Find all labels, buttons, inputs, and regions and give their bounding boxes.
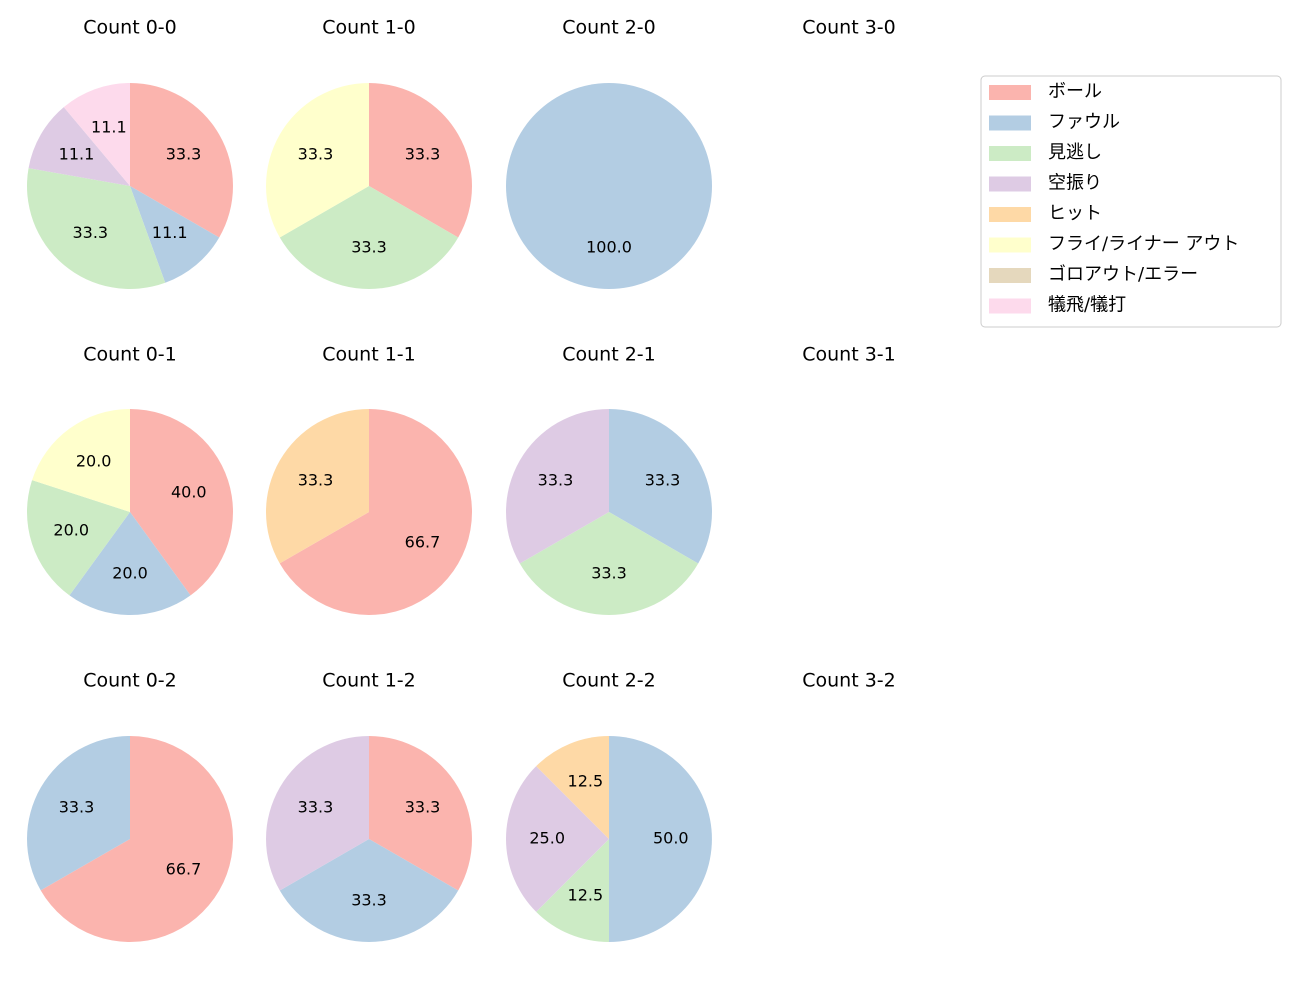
pie-slice [130, 83, 233, 238]
value-label: 66.7 [405, 532, 441, 551]
legend-swatch [989, 85, 1031, 100]
value-label: 25.0 [529, 829, 565, 848]
legend-text: ゴロアウト/エラー [1048, 264, 1198, 285]
value-label: 11.1 [91, 117, 127, 136]
value-label: 33.3 [298, 471, 334, 490]
chart-title: Count 0-1 [83, 344, 177, 366]
value-label: 20.0 [53, 521, 89, 540]
chart-title: Count 2-2 [562, 670, 656, 692]
pie-slice [69, 512, 191, 615]
pie-slice [536, 839, 609, 942]
value-label: 33.3 [72, 223, 108, 242]
legend-swatch [989, 207, 1031, 222]
legend-swatch [989, 115, 1031, 131]
pie-slice [266, 83, 369, 238]
legend-text: 見逃し [1048, 142, 1102, 163]
pie-slice [369, 736, 472, 891]
chart-title: Count 2-1 [562, 344, 656, 366]
pie-slice [506, 409, 609, 564]
value-label: 33.3 [538, 471, 574, 490]
legend-swatch [989, 237, 1031, 253]
legend-text: フライ/ライナー アウト [1048, 234, 1239, 255]
legend-text: ボール [1048, 81, 1102, 102]
pie-slice [506, 83, 712, 289]
chart-title: Count 3-0 [802, 17, 896, 39]
pie-slice [28, 107, 130, 186]
pie-slice [609, 409, 712, 564]
pie-slice [27, 480, 130, 596]
pie-slice [266, 409, 369, 564]
pie-slice [40, 736, 234, 942]
value-label: 33.3 [298, 798, 334, 817]
value-label: 33.3 [591, 563, 627, 582]
chart-title: Count 3-2 [802, 670, 896, 692]
legend-box [980, 75, 1282, 328]
value-label: 33.3 [405, 145, 441, 164]
value-label: 66.7 [166, 859, 202, 878]
pie-slice [609, 736, 712, 942]
chart-title: Count 2-0 [562, 17, 656, 39]
value-label: 20.0 [112, 563, 148, 582]
chart-title: Count 1-2 [322, 670, 416, 692]
legend-swatch [989, 146, 1031, 161]
pie-slice [63, 83, 130, 186]
pie-slice [369, 83, 472, 238]
value-label: 100.0 [586, 237, 632, 256]
value-label: 33.3 [351, 890, 387, 909]
pie-slice [536, 736, 609, 839]
legend-text: ヒット [1048, 203, 1102, 224]
legend-swatch [989, 298, 1031, 314]
value-label: 33.3 [351, 237, 387, 256]
legend-swatch [989, 268, 1031, 283]
value-label: 33.3 [166, 145, 202, 164]
pie-slice [32, 409, 130, 512]
chart-title: Count 0-2 [83, 670, 177, 692]
value-label: 12.5 [568, 771, 604, 790]
pie-slice [519, 512, 699, 615]
value-label: 40.0 [171, 482, 207, 501]
pie-slice [279, 409, 472, 615]
value-label: 33.3 [645, 471, 681, 490]
value-label: 33.3 [59, 798, 95, 817]
value-label: 33.3 [405, 798, 441, 817]
legend-text: ファウル [1048, 112, 1120, 133]
pie-slice [27, 736, 130, 891]
legend-text: 空振り [1048, 173, 1102, 194]
chart-title: Count 1-0 [322, 17, 416, 39]
pie-slice [506, 766, 609, 912]
legend-swatch [989, 176, 1031, 192]
value-label: 11.1 [152, 223, 188, 242]
chart-title: Count 3-1 [802, 344, 896, 366]
pie-slice [130, 409, 233, 596]
chart-title: Count 1-1 [322, 344, 416, 366]
legend-text: 犠飛/犠打 [1048, 295, 1126, 316]
chart-title: Count 0-0 [83, 17, 177, 39]
pie-slice [130, 186, 220, 283]
value-label: 33.3 [298, 145, 334, 164]
value-label: 20.0 [76, 452, 112, 471]
pie-slice [26, 168, 166, 289]
value-label: 11.1 [59, 145, 95, 164]
value-label: 12.5 [568, 886, 604, 905]
pie-slice [266, 736, 369, 891]
value-label: 50.0 [653, 829, 689, 848]
